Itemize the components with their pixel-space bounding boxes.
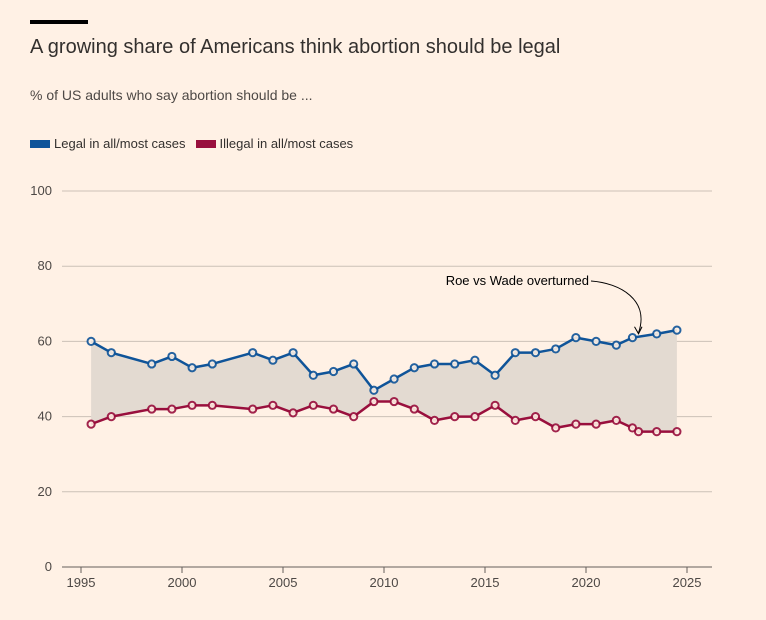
gap-band	[91, 330, 677, 432]
data-point	[510, 415, 520, 425]
data-point	[429, 415, 440, 425]
data-point	[106, 348, 116, 358]
data-point	[147, 359, 157, 369]
legend-swatch-illegal	[195, 139, 216, 148]
data-point	[187, 363, 197, 373]
data-point	[349, 359, 359, 369]
data-point	[308, 400, 318, 410]
data-point	[268, 355, 278, 365]
y-tick-label: 80	[38, 258, 52, 273]
data-point	[490, 370, 500, 380]
data-point	[672, 427, 682, 437]
data-point	[571, 419, 581, 429]
data-point	[308, 370, 318, 380]
data-point	[167, 351, 177, 362]
y-tick-label: 20	[38, 484, 52, 499]
x-tick-label: 1995	[67, 575, 96, 590]
y-tick-label: 100	[30, 183, 52, 198]
chart-subtitle: % of US adults who say abortion should b…	[30, 87, 313, 103]
x-tick-label: 2010	[370, 575, 399, 590]
chart-title: A growing share of Americans think abort…	[30, 36, 561, 58]
data-point	[207, 400, 217, 410]
y-tick-label: 40	[38, 409, 52, 424]
legend: Legal in all/most cases Illegal in all/m…	[30, 136, 353, 151]
data-point	[328, 404, 339, 414]
series-line	[90, 328, 678, 392]
x-tick-label: 2015	[471, 575, 500, 590]
x-tick-label: 2000	[168, 575, 197, 590]
data-point	[470, 355, 480, 365]
legend-item-illegal: Illegal in all/most cases	[195, 136, 354, 151]
data-point	[633, 427, 644, 437]
data-point	[369, 385, 379, 395]
data-point	[450, 359, 460, 369]
series-illegal	[86, 396, 682, 437]
data-point	[591, 336, 601, 346]
annotation-arrow	[590, 280, 642, 333]
data-point	[288, 408, 298, 418]
series-legal	[86, 325, 682, 395]
data-point	[450, 412, 460, 422]
y-tick-label: 60	[38, 333, 52, 348]
legend-swatch-legal	[30, 139, 50, 148]
data-point	[551, 423, 561, 433]
data-point	[510, 348, 520, 358]
data-point	[288, 348, 298, 358]
data-point	[167, 404, 177, 414]
data-point	[86, 336, 96, 346]
data-point	[409, 363, 419, 373]
data-point	[409, 404, 419, 414]
ft-top-bar	[30, 20, 88, 24]
data-point	[147, 404, 157, 414]
data-point	[328, 366, 339, 377]
legend-label-illegal: Illegal in all/most cases	[219, 136, 354, 151]
annotation-arrowhead	[634, 326, 643, 335]
data-point	[268, 400, 278, 410]
data-point	[490, 400, 500, 410]
data-point	[652, 329, 662, 339]
x-tick-label: 2005	[269, 575, 298, 590]
data-point	[86, 419, 96, 429]
annotation-label: Roe vs Wade overturned	[446, 273, 589, 288]
data-point	[530, 412, 541, 422]
legend-label-legal: Legal in all/most cases	[54, 136, 186, 151]
data-point	[389, 374, 399, 384]
x-tick-label: 2025	[673, 575, 702, 590]
data-point	[389, 396, 399, 407]
data-point	[207, 359, 217, 369]
data-point	[571, 333, 581, 343]
data-point	[611, 415, 621, 425]
data-point	[369, 396, 379, 407]
data-point	[591, 419, 601, 429]
x-tick-label: 2020	[572, 575, 601, 590]
data-point	[470, 412, 480, 422]
data-point	[429, 359, 440, 369]
data-point	[672, 325, 682, 335]
data-point	[652, 427, 662, 437]
data-point	[248, 348, 258, 358]
data-point	[551, 344, 561, 354]
data-point	[530, 348, 541, 358]
data-point	[248, 404, 258, 414]
legend-item-legal: Legal in all/most cases	[30, 136, 186, 151]
y-tick-label: 0	[45, 559, 52, 574]
data-point	[106, 412, 116, 422]
data-point	[187, 400, 197, 410]
data-point	[627, 333, 638, 343]
data-point	[349, 412, 359, 422]
data-point	[611, 340, 621, 350]
